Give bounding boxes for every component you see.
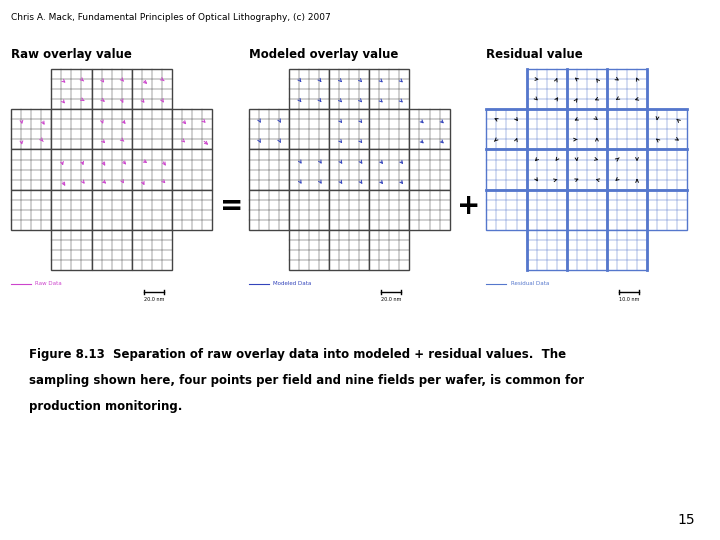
Text: 10.0 nm: 10.0 nm — [618, 297, 639, 302]
Bar — [607, 109, 647, 150]
Bar — [132, 230, 172, 270]
Text: Raw overlay value: Raw overlay value — [12, 48, 132, 61]
Bar — [91, 150, 132, 190]
Bar — [289, 190, 329, 230]
Bar — [487, 150, 526, 190]
Text: Modeled overlay value: Modeled overlay value — [249, 48, 398, 61]
Bar — [567, 150, 607, 190]
Text: +: + — [457, 192, 480, 220]
Text: 20.0 nm: 20.0 nm — [381, 297, 402, 302]
Bar — [51, 69, 91, 109]
Bar — [567, 230, 607, 270]
Bar — [369, 69, 410, 109]
Bar — [369, 109, 410, 150]
Bar — [410, 109, 449, 150]
Text: =: = — [220, 192, 243, 220]
Bar — [172, 190, 212, 230]
Bar — [51, 190, 91, 230]
Bar — [289, 150, 329, 190]
Bar — [607, 190, 647, 230]
Bar — [51, 150, 91, 190]
Bar — [369, 230, 410, 270]
Bar — [607, 150, 647, 190]
Text: Chris A. Mack, Fundamental Principles of Optical Lithography, (c) 2007: Chris A. Mack, Fundamental Principles of… — [11, 14, 330, 23]
Text: Residual value: Residual value — [487, 48, 583, 61]
Bar — [329, 230, 369, 270]
Bar — [289, 69, 329, 109]
Bar — [329, 109, 369, 150]
Bar — [567, 69, 607, 109]
Bar — [51, 230, 91, 270]
Bar — [487, 109, 526, 150]
Bar — [607, 69, 647, 109]
Text: Figure 8.13  Separation of raw overlay data into modeled + residual values.  The: Figure 8.13 Separation of raw overlay da… — [29, 348, 566, 361]
Bar — [410, 150, 449, 190]
Text: 20.0 nm: 20.0 nm — [143, 297, 164, 302]
Bar — [249, 109, 289, 150]
Bar — [132, 69, 172, 109]
Bar — [132, 109, 172, 150]
Bar — [91, 69, 132, 109]
Bar — [172, 109, 212, 150]
Bar — [329, 150, 369, 190]
Bar — [526, 190, 567, 230]
Text: sampling shown here, four points per field and nine fields per wafer, is common : sampling shown here, four points per fie… — [29, 374, 584, 387]
Bar — [329, 69, 369, 109]
Bar — [526, 230, 567, 270]
Text: production monitoring.: production monitoring. — [29, 400, 182, 413]
Text: Modeled Data: Modeled Data — [273, 281, 311, 287]
Bar — [647, 150, 687, 190]
Bar — [249, 190, 289, 230]
Bar — [607, 230, 647, 270]
Bar — [369, 150, 410, 190]
Bar — [487, 190, 526, 230]
Bar — [289, 109, 329, 150]
Bar — [132, 150, 172, 190]
Bar — [172, 150, 212, 190]
Text: Residual Data: Residual Data — [510, 281, 549, 287]
Bar — [289, 230, 329, 270]
Bar — [12, 190, 51, 230]
Bar — [526, 150, 567, 190]
Bar — [12, 150, 51, 190]
Bar — [526, 109, 567, 150]
Text: 15: 15 — [678, 512, 695, 526]
Bar — [12, 109, 51, 150]
Bar — [132, 190, 172, 230]
Bar — [91, 190, 132, 230]
Bar — [567, 190, 607, 230]
Bar — [249, 150, 289, 190]
Bar — [647, 109, 687, 150]
Bar — [647, 190, 687, 230]
Bar — [526, 69, 567, 109]
Bar — [91, 230, 132, 270]
Bar — [51, 109, 91, 150]
Bar — [567, 109, 607, 150]
Bar — [369, 190, 410, 230]
Bar — [329, 190, 369, 230]
Bar — [91, 109, 132, 150]
Text: Raw Data: Raw Data — [35, 281, 62, 287]
Bar — [410, 190, 449, 230]
